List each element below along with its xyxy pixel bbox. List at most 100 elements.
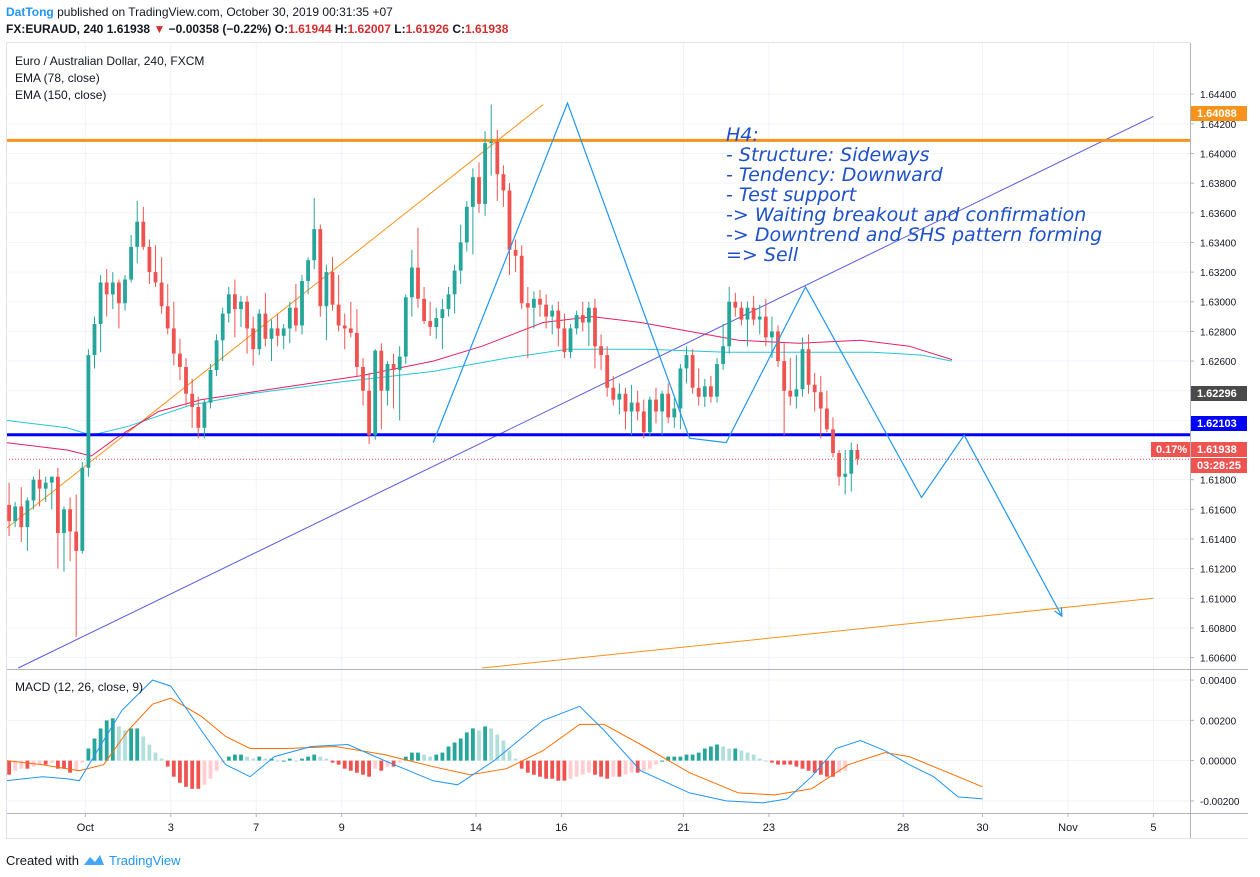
candle-body	[587, 307, 591, 323]
macd-histogram-bar	[233, 754, 237, 761]
candle	[110, 272, 115, 310]
candle-body	[843, 473, 848, 477]
last-price-text: 1.61938	[1197, 444, 1237, 456]
candle	[56, 467, 60, 569]
candle	[422, 286, 426, 324]
annotation-line: -> Waiting breakout and confirmation	[726, 204, 1086, 226]
macd-histogram-bar	[403, 756, 408, 761]
candle	[611, 375, 616, 406]
candle-body	[721, 346, 725, 364]
candle-body	[19, 506, 24, 528]
low-label: L:	[394, 22, 406, 36]
candle	[666, 383, 671, 424]
macd-histogram-bar	[165, 760, 170, 767]
candle-body	[483, 143, 487, 204]
macd-histogram-bar	[281, 760, 286, 762]
macd-histogram-bar	[110, 718, 115, 761]
macd-histogram-bar	[312, 754, 317, 761]
candle-body	[562, 328, 567, 353]
macd-histogram-bar	[348, 760, 353, 771]
candle	[770, 316, 774, 359]
macd-histogram-bar	[495, 734, 500, 761]
y-tick-label: 1.60600	[1200, 654, 1237, 665]
change-pct-text: 0.17%	[1156, 444, 1187, 456]
chart-header: DatTong published on TradingView.com, Oc…	[6, 4, 1246, 40]
candle-body	[660, 393, 664, 412]
candle	[129, 235, 133, 283]
candle-body	[13, 506, 18, 522]
candle	[31, 476, 36, 510]
macd-histogram-bar	[257, 756, 262, 761]
candle	[709, 375, 713, 403]
candle	[605, 346, 610, 397]
candle-body	[104, 282, 109, 295]
time-axis[interactable]: Oct 3 7 9 14 16 21 23 28 30 Nov 5	[77, 813, 1157, 834]
macd-histogram-bar	[525, 760, 530, 773]
ema-price-tag: 1.62296	[1191, 386, 1247, 401]
y-tick-label: 1.61800	[1200, 476, 1237, 487]
candle	[410, 249, 414, 317]
candle-body	[471, 177, 475, 207]
symbol-title: Euro / Australian Dollar, 240, FXCM	[15, 54, 204, 68]
candle-body	[605, 355, 610, 388]
macd-tick-label: -0.00200	[1200, 797, 1240, 808]
candle-body	[257, 313, 262, 350]
tradingview-logo-icon	[83, 855, 104, 865]
candle-body	[648, 399, 652, 433]
macd-histogram-bar	[361, 760, 365, 775]
ema78-legend[interactable]: EMA (78, close)	[15, 71, 100, 85]
candle-body	[129, 246, 133, 280]
y-tick-label: 1.63000	[1200, 298, 1237, 309]
candle-body	[696, 387, 701, 397]
x-tick-label: 28	[897, 822, 909, 834]
candle	[263, 292, 268, 347]
macd-histogram-bar	[196, 760, 201, 789]
macd-histogram-bar	[751, 754, 756, 761]
macd-histogram-bar	[43, 760, 48, 765]
candle-body	[446, 294, 451, 310]
macd-histogram-bar	[245, 756, 249, 761]
candle-body	[776, 331, 780, 362]
macd-histogram-bar	[37, 760, 42, 765]
candle-body	[342, 325, 347, 329]
tradingview-brand[interactable]: TradingView	[108, 852, 181, 868]
candle	[574, 310, 579, 335]
macd-histogram-bar	[763, 760, 768, 762]
candle	[855, 444, 860, 465]
open-label: O:	[274, 22, 289, 36]
main-grid	[6, 43, 1190, 813]
candle	[660, 390, 664, 436]
macd-histogram-bar	[806, 760, 811, 771]
candle-body	[739, 307, 744, 320]
candle-body	[745, 307, 750, 320]
y-tick-label: 1.63600	[1200, 209, 1237, 220]
y-tick-label: 1.60800	[1200, 624, 1237, 635]
candle	[361, 358, 365, 406]
candle	[74, 494, 79, 637]
macd-histogram-bar	[190, 760, 195, 789]
macd-histogram-bar	[355, 760, 359, 773]
x-tick-label: 30	[976, 822, 988, 834]
macd-legend[interactable]: MACD (12, 26, close, 9)	[15, 680, 143, 694]
candle	[416, 227, 420, 308]
macd-histogram-bar	[507, 750, 512, 761]
macd-axis[interactable]: 0.00400 0.00200 0.00000 -0.00200	[1190, 676, 1240, 808]
macd-histogram-bar	[324, 758, 329, 761]
candle-body	[568, 328, 573, 353]
candle-body	[165, 306, 170, 329]
ema150-legend[interactable]: EMA (150, close)	[15, 88, 106, 102]
low-value: 1.61926	[405, 22, 449, 36]
price-axis[interactable]: 1.64400 1.64200 1.64000 1.63800 1.63600 1.634…	[1190, 90, 1237, 665]
candle-body	[617, 393, 622, 400]
macd-histogram-bar	[263, 758, 268, 761]
candle	[464, 200, 469, 252]
candle-body	[196, 407, 201, 428]
y-tick-label: 1.63800	[1200, 179, 1237, 190]
candle	[287, 301, 292, 344]
author-name[interactable]: DatTong	[6, 5, 54, 19]
candle	[702, 378, 707, 408]
candle-body	[31, 479, 36, 501]
macd-histogram-bar	[306, 756, 310, 761]
candle	[532, 291, 536, 329]
